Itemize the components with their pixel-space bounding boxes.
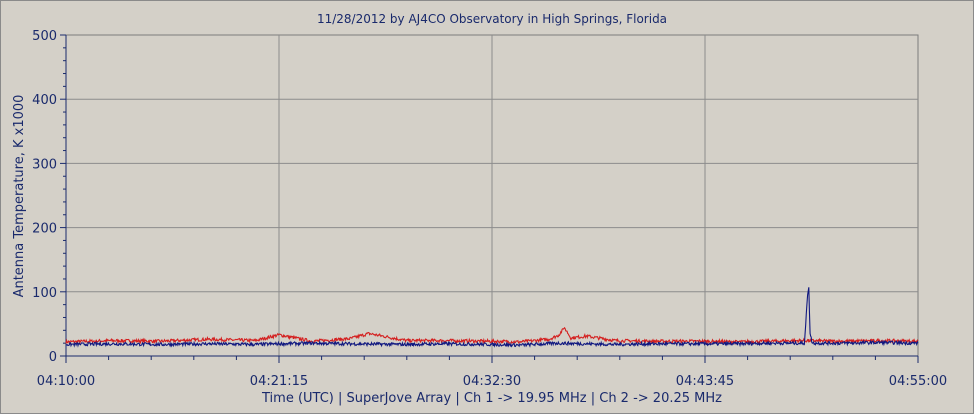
plot-area: 0 100 200 300 400 500 04:10:00 04:21:15 04:32:30…: [32, 29, 947, 389]
x-tick-label: 04:43:45: [676, 374, 734, 389]
x-tick-label: 04:32:30: [463, 374, 521, 389]
series-2-line: [65, 287, 919, 348]
x-tick-label: 04:55:00: [889, 374, 947, 389]
y-tick-label: 500: [32, 29, 57, 44]
y-tick-label: 300: [32, 157, 57, 172]
y-tick-label: 100: [32, 286, 57, 301]
y-tick-label: 200: [32, 222, 57, 237]
y-axis-label: Antenna Temperature, K x1000: [12, 95, 27, 298]
x-axis-label: Time (UTC) | SuperJove Array | Ch 1 -> 1…: [261, 391, 722, 406]
x-tick-label: 04:10:00: [37, 374, 95, 389]
series-1-line: [65, 326, 919, 346]
x-tick-label: 04:21:15: [250, 374, 308, 389]
y-tick-label: 400: [32, 93, 57, 108]
chart-title: 11/28/2012 by AJ4CO Observatory in High …: [317, 12, 667, 26]
y-tick-label: 0: [49, 350, 57, 365]
